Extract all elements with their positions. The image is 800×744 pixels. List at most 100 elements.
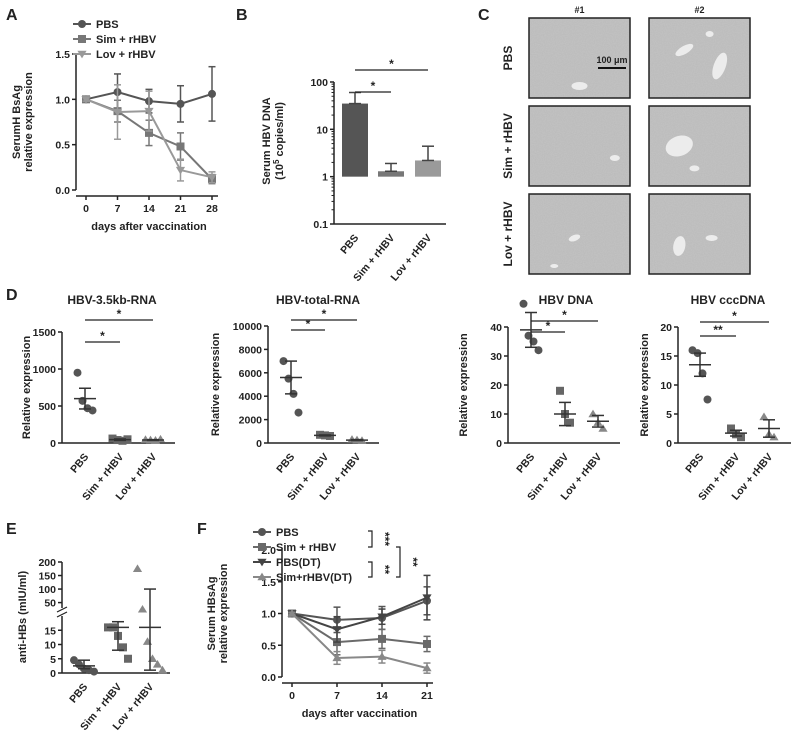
significance-label: *** (378, 532, 392, 546)
y-tick-label: 100 (38, 584, 56, 596)
data-point (737, 433, 745, 442)
data-point (556, 386, 564, 395)
data-point (598, 424, 608, 432)
vessel-lumen (689, 165, 700, 172)
sem-bar (592, 414, 604, 428)
data-point (152, 660, 163, 668)
y-axis-title: Relative expression (21, 336, 33, 440)
sem-bar (525, 311, 537, 349)
data-point (119, 643, 127, 652)
data-point (112, 108, 123, 117)
y-tick-label: 150 (38, 571, 56, 583)
panel-label-f: F (197, 521, 207, 538)
y-tick-label: 20 (660, 322, 672, 334)
sem-bar (114, 438, 126, 442)
x-tick-label: PBS (338, 232, 361, 256)
data-point (145, 128, 153, 137)
y-axis-title: Serum HBsAg (206, 577, 218, 651)
data-point (137, 604, 148, 613)
legend-marker (257, 558, 267, 567)
sem-bar (730, 429, 742, 437)
significance-label: * (306, 317, 311, 331)
y-tick-label: 4000 (239, 391, 263, 403)
x-tick-label: PBS (274, 451, 297, 475)
chart-title: HBV-total-RNA (276, 293, 360, 307)
x-tick-label: 7 (334, 690, 340, 702)
data-point (422, 594, 432, 603)
legend-marker (77, 50, 87, 59)
y-tick-label: 5 (666, 409, 672, 421)
data-point (423, 639, 431, 648)
histology-image (648, 17, 751, 99)
data-point (759, 412, 769, 421)
tissue-texture (529, 106, 630, 186)
y-tick-label: 0 (496, 438, 502, 450)
axis-break-mark (56, 606, 68, 613)
sem-bar (763, 419, 775, 438)
data-point (422, 663, 432, 672)
y-tick-label: 10 (316, 124, 328, 136)
significance-label: * (371, 79, 376, 93)
histology-image (528, 193, 631, 275)
x-axis-title: days after vaccination (302, 708, 418, 720)
image-border (528, 193, 631, 275)
row-label: Sim + rHBV (501, 113, 515, 179)
significance-label: * (117, 307, 122, 321)
y-tick-label: 15 (44, 625, 56, 637)
significance-label: * (389, 57, 394, 71)
histology-image (648, 193, 751, 275)
data-point (332, 653, 342, 662)
legend-entry: Sim + rHBV (96, 34, 157, 46)
data-point (132, 564, 143, 572)
error-bar (144, 588, 156, 671)
x-tick-label: 7 (115, 203, 121, 215)
significance-label: * (100, 329, 105, 343)
y-tick-label: 1.0 (261, 609, 276, 621)
y-tick-label: 100 (310, 77, 328, 89)
column-header: #1 (574, 5, 584, 15)
data-point (208, 89, 216, 98)
data-point (88, 406, 97, 415)
y-tick-label: 0 (256, 438, 262, 450)
y-tick-label: 50 (44, 598, 56, 610)
sem-bar (694, 352, 706, 378)
chart-title: HBV DNA (539, 293, 594, 307)
panel-label-c: C (478, 7, 490, 24)
sem-bar (147, 438, 159, 442)
error-bar (78, 659, 90, 670)
legend-entry: PBS (96, 19, 119, 31)
panel-c-histology: #1 #2 PBS Sim + rHBV Lov + rHBV 100 μm (501, 5, 751, 275)
y-tick-label: 40 (490, 322, 502, 334)
image-border (528, 17, 631, 99)
series-line (291, 612, 428, 645)
x-tick-label: PBS (67, 681, 90, 705)
y-tick-label: 1000 (33, 364, 57, 376)
legend-marker (258, 543, 266, 551)
axis-break-mark (56, 611, 68, 618)
y-tick-label: 5 (50, 654, 56, 666)
histology-image (648, 105, 751, 187)
chart-title: HBV-3.5kb-RNA (67, 293, 157, 307)
data-point (175, 166, 186, 175)
panel-d-hbv-cccdna: HBV cccDNA 0 5 10 15 20 Relative expression PBS… (639, 293, 791, 503)
significance-label: * (562, 308, 567, 322)
tissue-texture (649, 194, 750, 274)
data-point (81, 96, 91, 104)
vessel-lumen (705, 235, 718, 241)
y-tick-label: 500 (38, 401, 56, 413)
error-bar (422, 145, 434, 162)
significance-bracket (368, 530, 373, 548)
x-tick-label: 0 (83, 203, 89, 215)
vessel-lumen (673, 236, 686, 256)
tissue-texture (649, 106, 750, 186)
sem-bar (285, 360, 297, 395)
legend-marker (257, 572, 267, 581)
y-tick-label: 0 (666, 438, 672, 450)
legend-entry: Sim + rHBV (276, 542, 337, 554)
error-bar (385, 162, 397, 173)
